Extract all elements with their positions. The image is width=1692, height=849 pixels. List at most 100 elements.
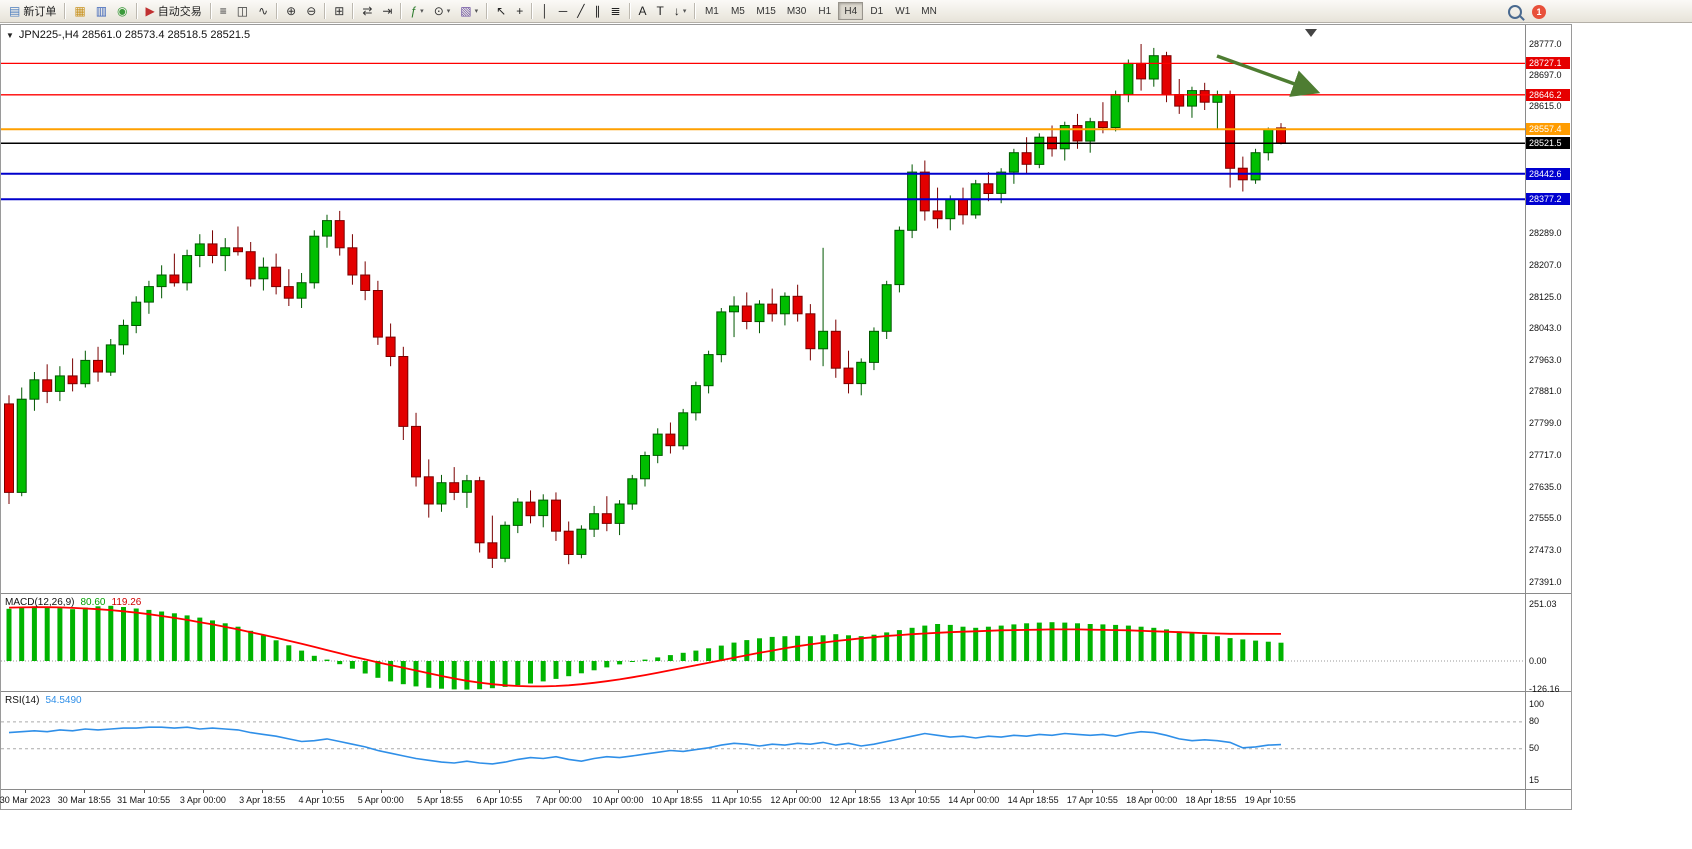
time-tick (973, 790, 975, 793)
profiles-icon: ▥ (95, 4, 108, 18)
toolbar-chart-window-button[interactable]: ▦ (69, 2, 90, 21)
time-tick (202, 790, 204, 793)
time-tick (1211, 790, 1212, 793)
toolbar-tile-windows-button[interactable]: ⊞ (329, 2, 349, 21)
toolbar-arrows-tool-button[interactable]: ↓ ▾ (669, 2, 692, 21)
toolbar-separator (531, 3, 534, 19)
toolbar-separator (694, 3, 697, 19)
toolbar-templates-button[interactable]: ▧ ▾ (455, 2, 483, 21)
time-tick (914, 790, 916, 793)
toolbar-bars-mode-button[interactable]: ≡ (215, 2, 232, 21)
timeframe-m15-button[interactable]: M15 (751, 2, 780, 20)
periods-caret-icon: ▾ (446, 8, 451, 15)
price-line-badge: 28377.2 (1526, 193, 1570, 206)
chart-window: ▼ JPN225-,H4 28561.0 28573.4 28518.5 285… (0, 24, 1572, 810)
timeframe-h4-button[interactable]: H4 (838, 2, 864, 20)
line-mode-icon: ∿ (258, 4, 269, 18)
toolbar-text-label-button[interactable]: T (652, 2, 669, 21)
toolbar-new-order-button[interactable]: ▤ 新订单 (4, 2, 61, 21)
timeframe-mn-button[interactable]: MN (916, 2, 942, 20)
trendline-icon: ╱ (577, 4, 585, 18)
text-icon: A (638, 4, 647, 18)
panel-separator[interactable] (1, 691, 1571, 692)
toolbar-zoom-in-button[interactable]: ⊕ (281, 2, 301, 21)
toolbar-horizontal-line-button[interactable]: ─ (554, 2, 573, 21)
toolbar-autotrading-button[interactable]: ▶ 自动交易 (141, 2, 207, 21)
toolbar-separator (352, 3, 355, 19)
rsi-panel-plot[interactable] (1, 692, 1525, 789)
rsi-axis-label: 100 (1529, 698, 1545, 709)
panel-separator (1, 789, 1571, 790)
toolbar-periods-button[interactable]: ⊙ ▾ (429, 2, 456, 21)
rsi-value: 54.5490 (45, 695, 82, 706)
toolbar-candles-mode-button[interactable]: ◫ (232, 2, 253, 21)
chart-window-icon: ▦ (74, 4, 86, 18)
toolbar-trendline-button[interactable]: ╱ (572, 2, 589, 21)
toolbar-fibonacci-button[interactable]: ≣ (605, 2, 625, 21)
timeframe-m30-button[interactable]: M30 (782, 2, 811, 20)
time-tick-label: 13 Apr 10:55 (888, 795, 941, 805)
timeframe-d1-button[interactable]: D1 (864, 2, 889, 20)
price-line-badge: 28646.2 (1526, 88, 1570, 101)
price-tick-label: 28289.0 (1529, 227, 1562, 238)
macd-axis-label: 0.00 (1529, 655, 1547, 666)
panel-separator[interactable] (1, 593, 1571, 594)
toolbar-data-window-button[interactable]: ◉ (112, 2, 132, 21)
toolbar-buttons: ▤ 新订单 ▦ ▥ ◉ ▶ 自动交易 ≡ ◫ ∿ ⊕ ⊖ ⊞ ⇄ ⇥ ƒ ▾ ⊙ ▾ ▧ ▾ ↖ + │ ─ ╱ ∥ ≣ A T ↓ ▾ (4, 2, 699, 21)
time-tick-label: 14 Apr 00:00 (948, 795, 1000, 805)
toolbar-crosshair-button[interactable]: + (511, 2, 528, 21)
axis-separator (1525, 25, 1526, 809)
toolbar-text-button[interactable]: A (634, 2, 652, 21)
time-tick-label: 11 Apr 10:55 (711, 795, 762, 805)
templates-icon: ▧ (460, 4, 472, 18)
time-tick-label: 7 Apr 00:00 (535, 795, 582, 805)
time-tick-label: 18 Apr 18:55 (1185, 795, 1237, 805)
toolbar-channel-button[interactable]: ∥ (589, 2, 605, 21)
price-line-badge: 28557.4 (1526, 123, 1570, 136)
price-axis[interactable]: 28777.0 28697.0 28615.0 28289.0 28207.0 28125… (1526, 25, 1571, 809)
toolbar-vertical-line-button[interactable]: │ (536, 2, 554, 21)
notification-badge[interactable]: 1 (1532, 4, 1546, 19)
toolbar-zoom-out-button[interactable]: ⊖ (301, 2, 321, 21)
time-tick (321, 790, 323, 793)
chart-title: ▼ JPN225-,H4 28561.0 28573.4 28518.5 285… (6, 29, 250, 41)
macd-label: MACD(12,26,9) 80.60 119.26 (5, 597, 141, 608)
time-tick-label: 10 Apr 00:00 (592, 795, 644, 805)
rsi-line (8, 726, 1282, 765)
timeframe-m5-button[interactable]: M5 (725, 2, 750, 20)
toolbar-auto-scroll-button[interactable]: ⇄ (357, 2, 377, 21)
price-line-badge: 28727.1 (1526, 57, 1570, 70)
time-tick (1270, 790, 1272, 793)
time-tick-label: 4 Apr 10:55 (298, 795, 345, 805)
horizontal-line-icon: ─ (558, 4, 568, 18)
price-tick-label: 27473.0 (1529, 544, 1562, 555)
candles-mode-icon: ◫ (236, 4, 249, 18)
search-icon[interactable] (1508, 4, 1522, 19)
timeframe-h1-button[interactable]: H1 (812, 2, 837, 20)
timeframe-m1-button[interactable]: M1 (699, 2, 724, 20)
toolbar-indicators-button[interactable]: ƒ ▾ (405, 2, 428, 21)
time-tick-label: 17 Apr 10:55 (1066, 795, 1118, 805)
time-tick-label: 10 Apr 18:55 (651, 795, 703, 805)
indicators-caret-icon: ▾ (420, 8, 424, 15)
macd-value-signal: 119.26 (111, 597, 142, 608)
tile-windows-icon: ⊞ (334, 4, 345, 18)
toolbar-profiles-button[interactable]: ▥ (91, 2, 112, 21)
time-tick-label: 6 Apr 10:55 (476, 795, 523, 805)
price-line-badge: 28442.6 (1526, 167, 1570, 180)
main-chart-plot[interactable] (1, 25, 1525, 593)
new-order-icon: ▤ (9, 4, 21, 18)
timeframe-w1-button[interactable]: W1 (890, 2, 915, 20)
price-tick-label: 27555.0 (1529, 512, 1562, 523)
price-tick-label: 27963.0 (1529, 354, 1562, 365)
macd-panel-plot[interactable] (1, 594, 1525, 691)
toolbar-separator (64, 3, 67, 19)
toolbar-separator (135, 3, 138, 19)
rsi-axis-label: 50 (1529, 743, 1540, 754)
toolbar-line-mode-button[interactable]: ∿ (253, 2, 273, 21)
crosshair-icon: + (516, 4, 524, 18)
toolbar-cursor-button[interactable]: ↖ (491, 2, 511, 21)
time-axis[interactable]: 30 Mar 2023 30 Mar 18:55 31 Mar 10:55 3 Apr… (0, 790, 1525, 810)
toolbar-chart-shift-button[interactable]: ⇥ (377, 2, 397, 21)
chart-title-text: JPN225-,H4 28561.0 28573.4 28518.5 28521… (18, 29, 251, 41)
